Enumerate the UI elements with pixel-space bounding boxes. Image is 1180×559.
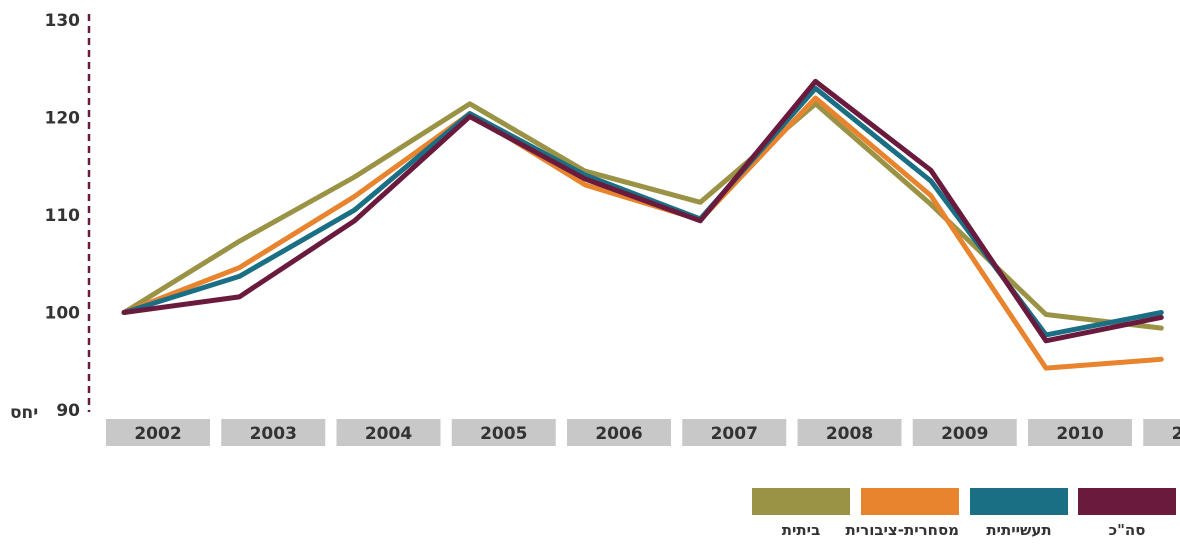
- x-tick-label: 2011: [1172, 424, 1180, 444]
- x-tick-label: 2010: [1056, 424, 1103, 444]
- legend-swatch-commercial-public: [861, 488, 959, 515]
- series-lines: [121, 78, 1164, 371]
- x-tick-label: 2007: [711, 424, 758, 444]
- series-line: [121, 95, 1164, 371]
- legend-label-industrial: תעשייתית: [986, 521, 1052, 539]
- x-category-box: [106, 419, 210, 446]
- legend-swatch-total: [1078, 488, 1176, 515]
- x-tick-label: 2006: [595, 424, 642, 444]
- y-ticks: 90 100 110 120 130: [45, 11, 81, 421]
- x-tick-label: 2008: [826, 424, 873, 444]
- legend-label-total: סה"כ: [1108, 521, 1146, 539]
- x-category-box: [567, 419, 671, 446]
- y-tick-label: 120: [45, 109, 81, 129]
- x-category-box: [221, 419, 326, 446]
- y-tick-label: 90: [56, 401, 80, 421]
- x-tick-label: 2003: [250, 424, 297, 444]
- y-axis-label: יחס: [10, 403, 38, 423]
- x-category-box: [797, 419, 902, 446]
- legend-item-total: סה"כ: [1078, 488, 1176, 539]
- x-tick-label: 2002: [134, 424, 181, 444]
- legend-item-commercial-public: מסחרית-ציבורית: [845, 488, 959, 539]
- legend-item-industrial: תעשייתית: [970, 488, 1068, 539]
- series-line: [121, 101, 1164, 331]
- legend-label-commercial-public: מסחרית-ציבורית: [845, 521, 959, 539]
- legend-swatch-residential: [752, 488, 850, 515]
- legend-label-residential: ביתית: [781, 521, 821, 539]
- x-category-box: [451, 419, 556, 446]
- legend-item-residential: ביתית: [752, 488, 850, 539]
- legend: סה"כ תעשייתית מסחרית-ציבורית ביתית: [752, 488, 1176, 558]
- y-tick-label: 100: [45, 304, 81, 324]
- x-category-box: [682, 419, 787, 446]
- x-category-box: [912, 419, 1017, 446]
- x-category-box: [1143, 419, 1180, 446]
- x-tick-label: 2005: [480, 424, 527, 444]
- legend-swatch-industrial: [970, 488, 1068, 515]
- y-tick-label: 130: [45, 11, 81, 31]
- x-category-box: [336, 419, 441, 446]
- x-categories: 2002 2003 2004 2005 2006 2007 2008 2009 2010 2011: [106, 419, 1180, 446]
- series-line: [121, 85, 1164, 338]
- x-tick-label: 2004: [365, 424, 412, 444]
- series-line: [121, 78, 1164, 344]
- y-tick-label: 110: [45, 206, 81, 226]
- x-category-box: [1028, 419, 1132, 446]
- x-tick-label: 2009: [941, 424, 988, 444]
